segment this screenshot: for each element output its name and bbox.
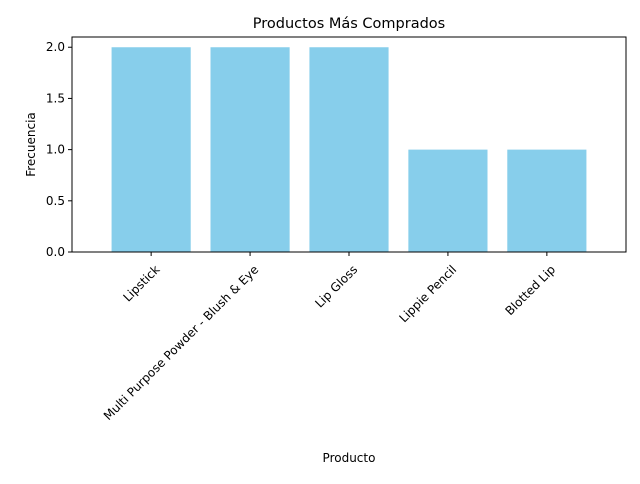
y-axis-label: Frecuencia [24, 112, 38, 177]
bar-0 [111, 47, 191, 252]
bar-3 [408, 149, 488, 252]
chart-title: Productos Más Comprados [253, 16, 445, 32]
x-tick-label: Blotted Lip [502, 262, 558, 318]
bars-layer [111, 47, 587, 252]
x-axis-label: Producto [323, 451, 376, 465]
x-tick-label: Lip Gloss [312, 262, 360, 310]
y-axis-ticks: 0.0 0.5 1.0 1.5 2.0 [46, 40, 72, 259]
x-tick-label: Lipstick [120, 262, 162, 304]
bar-4 [507, 149, 587, 252]
bar-1 [210, 47, 290, 252]
bar-2 [309, 47, 389, 252]
x-tick-label: Lippie Pencil [396, 262, 459, 325]
y-tick-label: 0.0 [46, 245, 65, 259]
y-tick-label: 0.5 [46, 194, 65, 208]
y-tick-label: 1.5 [46, 91, 65, 105]
y-tick-label: 1.0 [46, 143, 65, 157]
x-tick-label: Multi Purpose Powder - Blush & Eye [101, 262, 262, 423]
plot-frame [71, 36, 627, 253]
y-tick-label: 2.0 [46, 40, 65, 54]
